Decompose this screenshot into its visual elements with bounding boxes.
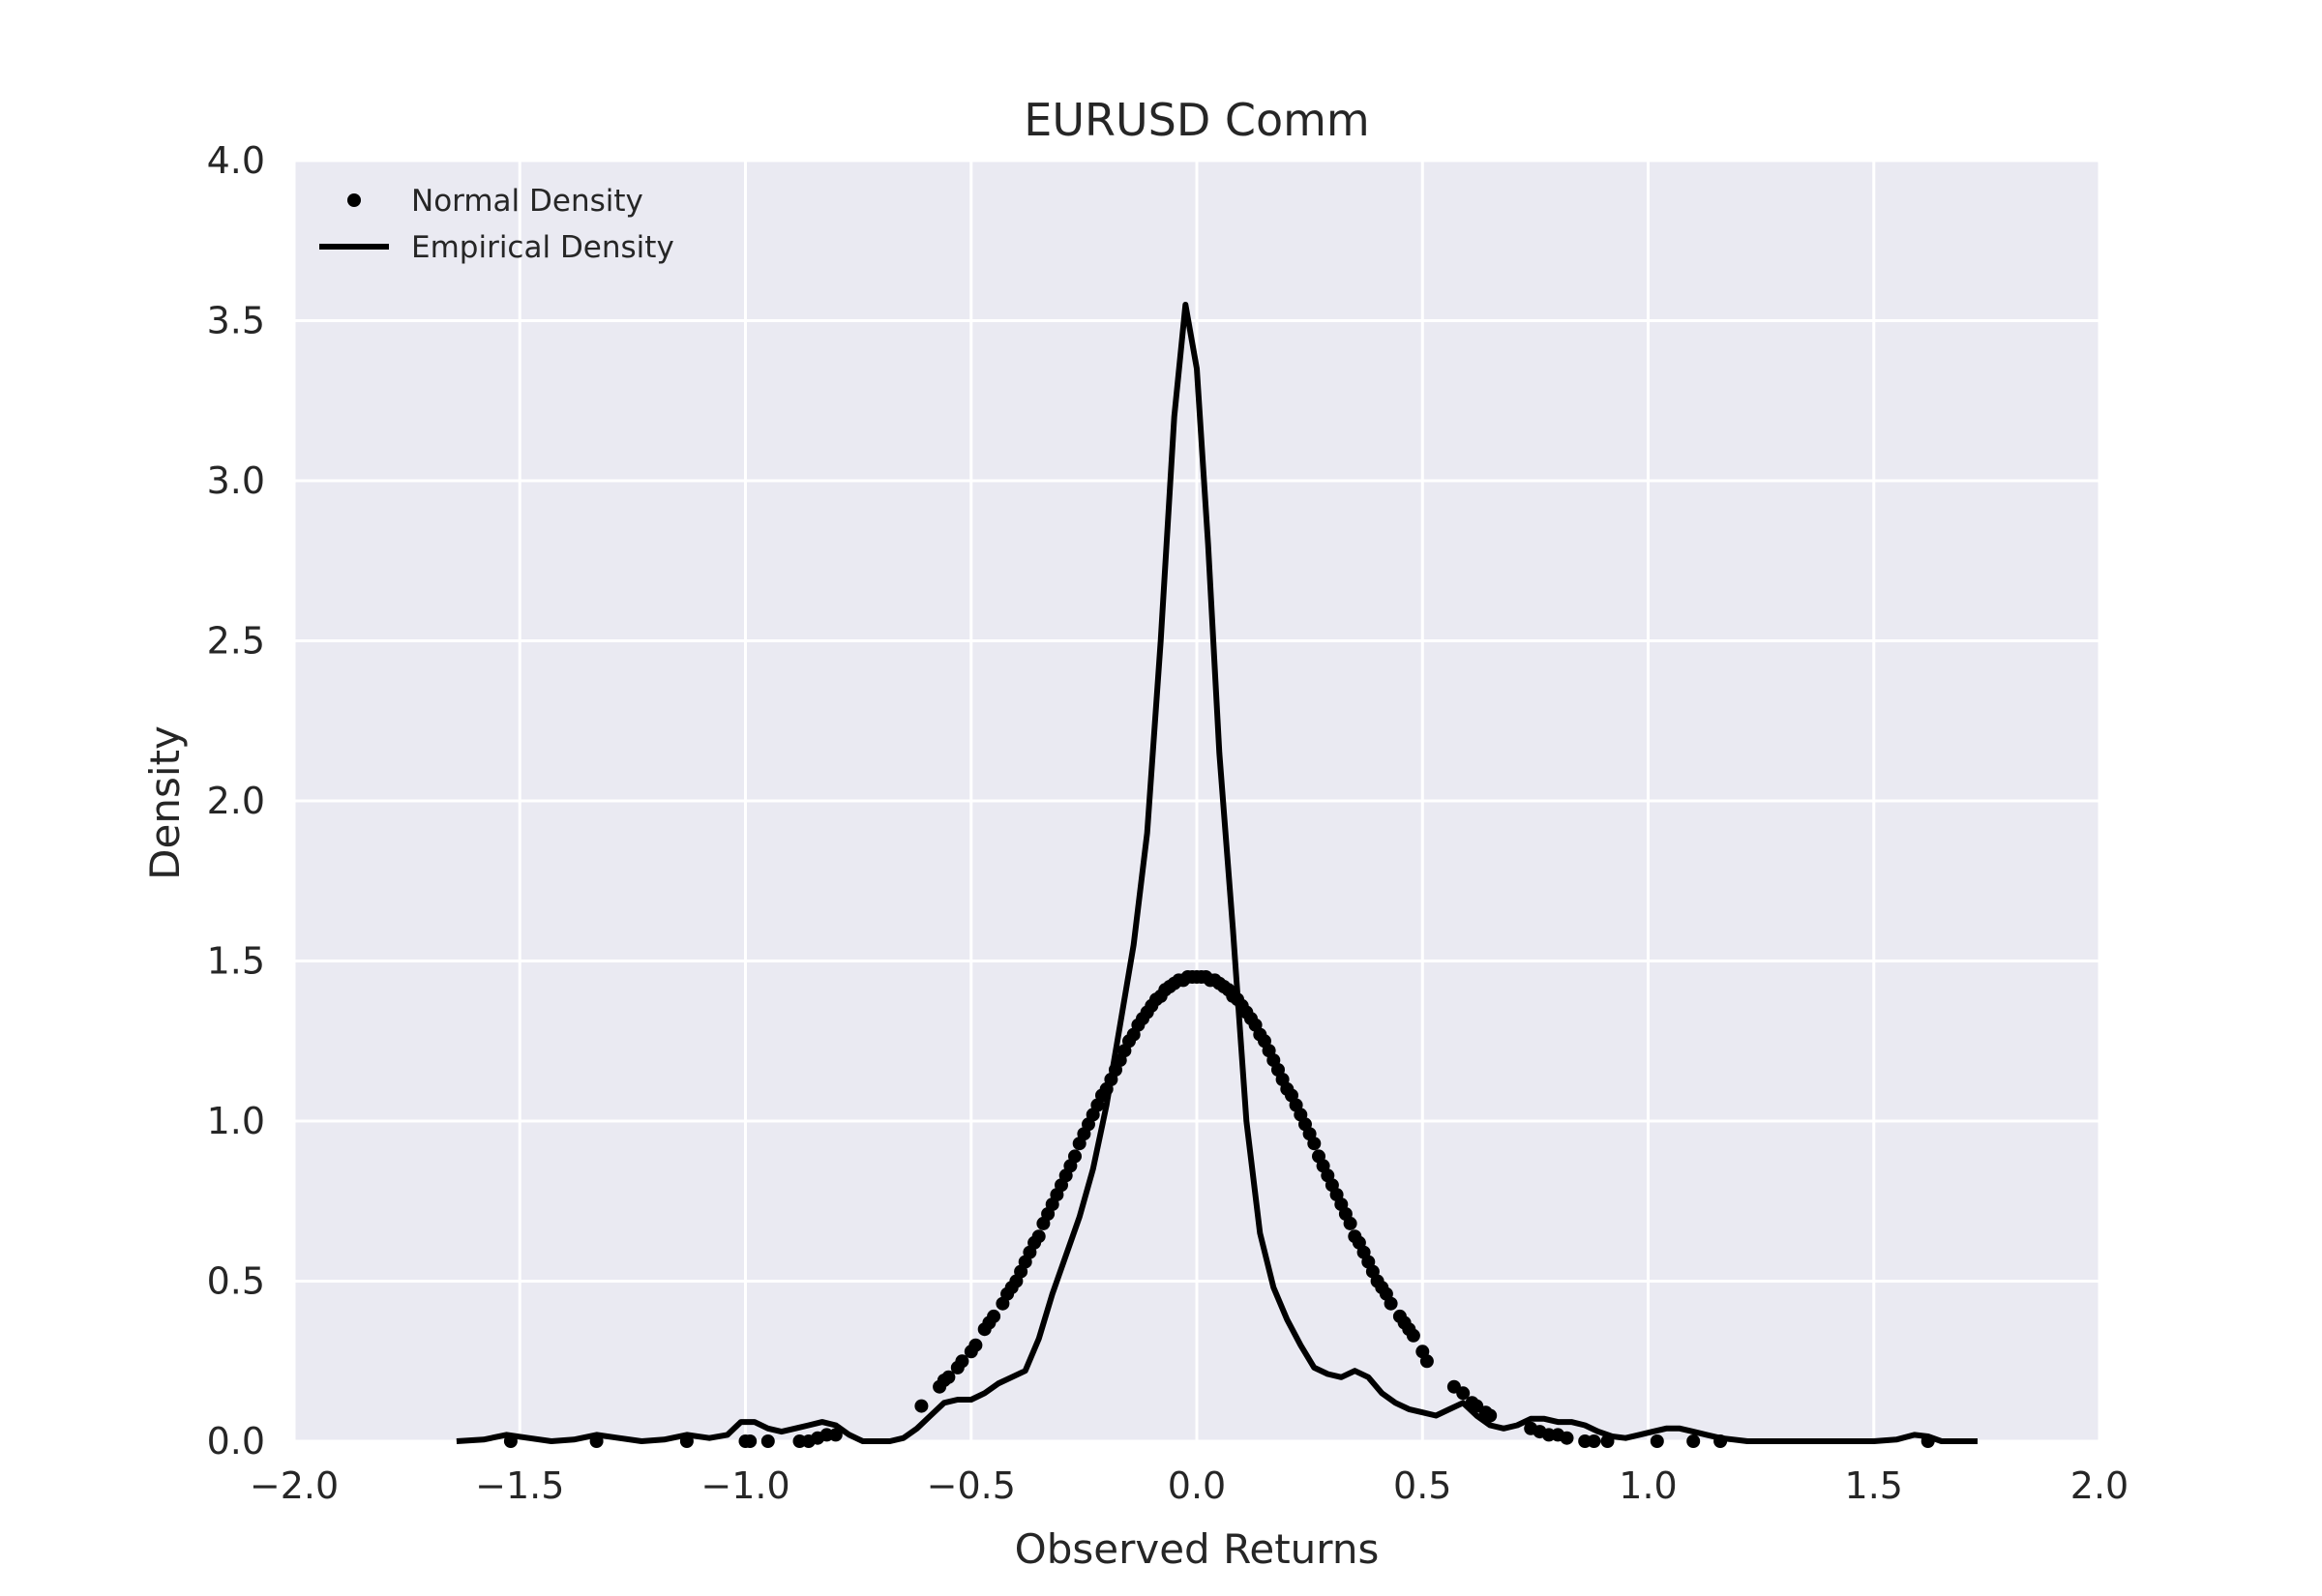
x-tick-label: −1.0 [700, 1464, 789, 1507]
normal-density-point [1587, 1434, 1601, 1448]
x-tick-label: −0.5 [927, 1464, 1016, 1507]
y-tick-label: 3.5 [207, 300, 265, 342]
normal-density-point [1343, 1216, 1357, 1230]
normal-density-point [968, 1338, 983, 1352]
y-tick-label: 2.5 [207, 620, 265, 663]
y-tick-label: 1.0 [207, 1100, 265, 1142]
y-tick-label: 2.0 [207, 780, 265, 822]
normal-density-point [1419, 1354, 1434, 1369]
x-tick-label: 2.0 [2070, 1464, 2128, 1507]
legend: Normal Density Empirical Density [319, 184, 674, 265]
normal-density-point [1068, 1149, 1082, 1164]
x-tick-labels: −2.0 −1.5 −1.0 −0.5 0.0 0.5 1.0 1.5 2.0 [250, 1464, 2128, 1507]
y-tick-label: 3.0 [207, 459, 265, 502]
x-tick-label: 1.5 [1845, 1464, 1903, 1507]
normal-density-point [955, 1354, 969, 1369]
x-tick-label: 0.0 [1168, 1464, 1226, 1507]
legend-marker-normal-density [347, 193, 361, 207]
x-axis-label: Observed Returns [1015, 1525, 1380, 1573]
normal-density-point [914, 1399, 929, 1413]
normal-density-point [1031, 1229, 1046, 1244]
normal-density-point [1456, 1386, 1471, 1401]
normal-density-point [760, 1434, 775, 1448]
normal-density-point [1483, 1408, 1498, 1423]
chart-title: EURUSD Comm [1024, 94, 1370, 146]
x-tick-label: −2.0 [250, 1464, 339, 1507]
y-tick-label: 0.5 [207, 1260, 265, 1303]
legend-label-normal-density: Normal Density [411, 184, 643, 219]
normal-density-point [1686, 1434, 1701, 1448]
normal-density-point [941, 1370, 956, 1384]
x-tick-label: 1.0 [1619, 1464, 1677, 1507]
normal-density-point [1406, 1328, 1420, 1343]
normal-density-point [828, 1428, 843, 1442]
series-layer [456, 302, 1978, 1448]
x-tick-label: −1.5 [475, 1464, 564, 1507]
normal-density-point [1650, 1434, 1664, 1448]
normal-density-point [743, 1434, 758, 1448]
normal-density-point [1384, 1296, 1398, 1311]
normal-density-point [987, 1309, 1001, 1323]
normal-density-point [1560, 1431, 1574, 1445]
empirical-density-line [456, 302, 1978, 1444]
legend-label-empirical-density: Empirical Density [411, 230, 674, 265]
y-tick-label: 1.5 [207, 940, 265, 983]
y-tick-labels: 0.0 0.5 1.0 1.5 2.0 2.5 3.0 3.5 4.0 [207, 139, 265, 1463]
y-tick-label: 4.0 [207, 139, 265, 182]
normal-density-point [1307, 1137, 1322, 1151]
y-axis-label: Density [141, 725, 189, 880]
x-tick-label: 0.5 [1393, 1464, 1451, 1507]
y-tick-label: 0.0 [207, 1420, 265, 1463]
